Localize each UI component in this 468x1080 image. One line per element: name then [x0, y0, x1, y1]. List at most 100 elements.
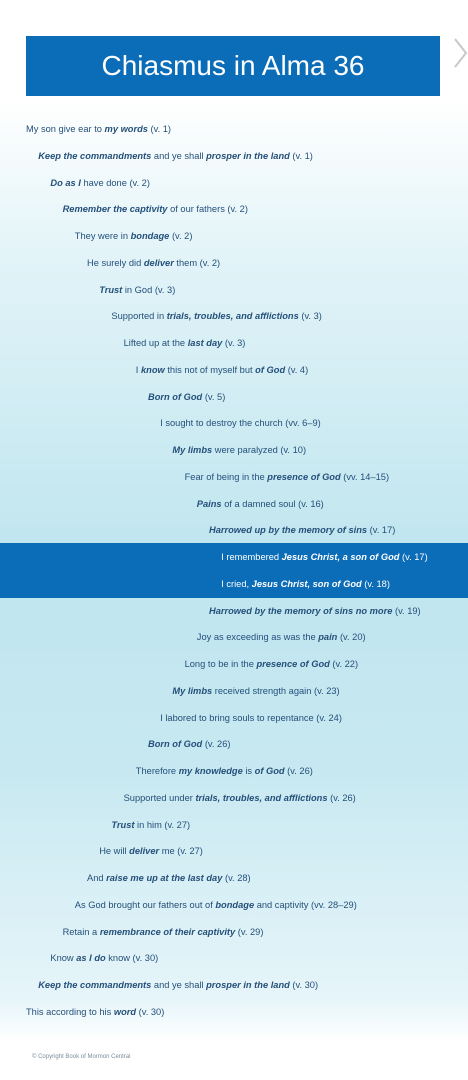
- text: I sought to destroy the church (vv. 6–9): [160, 418, 321, 429]
- text: in him (v. 27): [134, 819, 191, 830]
- text: (v. 30): [136, 1007, 165, 1017]
- chiasm-line: Remember the captivity of our fathers (v…: [63, 203, 248, 215]
- next-arrow[interactable]: [452, 36, 468, 70]
- emphasis: as I do: [76, 953, 106, 964]
- text: As God brought our fathers out of: [74, 899, 216, 910]
- text: I cried,: [221, 578, 252, 589]
- text: and captivity (vv. 28–29): [254, 899, 357, 910]
- emphasis: presence of God: [256, 659, 330, 670]
- emphasis: trials, troubles, and afflictions: [166, 311, 299, 322]
- text: (v. 20): [337, 632, 366, 643]
- chiasm-line: Keep the commandments and ye shall prosp…: [38, 979, 318, 991]
- emphasis: Do as I: [50, 177, 81, 188]
- text: Know: [50, 953, 77, 964]
- copyright: © Copyright Book of Mormon Central: [32, 1054, 131, 1060]
- text: (v. 5): [202, 391, 226, 402]
- text: were paralyzed (v. 10): [212, 445, 307, 456]
- emphasis: bondage: [130, 231, 170, 242]
- text: Therefore: [135, 766, 179, 777]
- text: (v. 2): [169, 231, 193, 242]
- emphasis: prosper in the land: [206, 980, 290, 991]
- chiasm-line: Retain a remembrance of their captivity …: [63, 926, 264, 938]
- chiasm-line: As God brought our fathers out of bondag…: [75, 899, 357, 911]
- emphasis: deliver: [129, 846, 160, 857]
- chiasm-line: Lifted up at the last day (v. 3): [124, 337, 246, 349]
- text: me (v. 27): [159, 846, 203, 857]
- text: of a damned soul (v. 16): [221, 498, 324, 509]
- title: Chiasmus in Alma 36: [26, 36, 440, 96]
- text: (v. 17): [367, 525, 396, 536]
- text: and ye shall: [151, 980, 207, 991]
- emphasis: Born of God: [148, 391, 203, 402]
- chiasm-line: Trust in God (v. 3): [99, 284, 175, 296]
- text: (vv. 14–15): [340, 471, 390, 482]
- emphasis: my knowledge: [178, 766, 243, 777]
- text: Lifted up at the: [123, 338, 188, 349]
- emphasis: Keep the commandments: [38, 980, 152, 991]
- chiasm-line: They were in bondage (v. 2): [75, 230, 193, 242]
- emphasis: remembrance of their captivity: [99, 926, 236, 937]
- emphasis: raise me up at the last day: [106, 873, 223, 884]
- text: (v. 4): [285, 364, 309, 375]
- text: (v. 26): [327, 792, 356, 803]
- text: (v. 1): [147, 124, 172, 134]
- text: this not of myself but: [164, 364, 256, 375]
- chiasm-line: Long to be in the presence of God (v. 22…: [185, 658, 358, 670]
- emphasis: deliver: [143, 257, 174, 268]
- chiasm-line: Supported under trials, troubles, and af…: [124, 792, 356, 804]
- chiasm-line: He surely did deliver them (v. 2): [87, 257, 220, 269]
- text: (v. 3): [298, 311, 322, 322]
- chiasm-line: Fear of being in the presence of God (vv…: [185, 471, 389, 483]
- chiasm-line: Harrowed up by the memory of sins (v. 17…: [209, 524, 395, 536]
- text: Supported in: [111, 311, 167, 322]
- text: of our fathers (v. 2): [167, 204, 248, 215]
- emphasis: Pains: [196, 498, 222, 509]
- text: (v. 17): [399, 552, 428, 563]
- text: Long to be in the: [184, 659, 257, 670]
- chiasm-line: Therefore my knowledge is of God (v. 26): [136, 765, 313, 777]
- center-highlight: [0, 543, 468, 598]
- chiasm-line: And raise me up at the last day (v. 28): [87, 872, 251, 884]
- text: He surely did: [87, 257, 144, 268]
- text: Supported under: [123, 792, 196, 803]
- chiasm-line: Supported in trials, troubles, and affli…: [111, 310, 321, 322]
- emphasis: Trust: [111, 819, 135, 830]
- text: Fear of being in the: [184, 471, 268, 482]
- chiasm-line: I know this not of myself but of God (v.…: [136, 364, 308, 376]
- emphasis: bondage: [215, 899, 255, 910]
- emphasis: Jesus Christ, a son of God: [281, 552, 400, 563]
- text: I labored to bring souls to repentance (…: [160, 712, 342, 723]
- text: received strength again (v. 23): [212, 685, 340, 696]
- text: know (v. 30): [105, 953, 159, 964]
- emphasis: word: [113, 1007, 137, 1017]
- text: My son give ear to: [26, 124, 105, 134]
- chiasm-line: Trust in him (v. 27): [111, 819, 190, 831]
- chiasm-line: My son give ear to my words (v. 1): [26, 123, 171, 135]
- text: (v. 19): [392, 605, 421, 616]
- emphasis: Trust: [99, 284, 123, 295]
- text: (v. 22): [329, 659, 359, 670]
- chiasm-line: My limbs were paralyzed (v. 10): [172, 444, 306, 456]
- emphasis: My limbs: [172, 685, 213, 696]
- emphasis: Jesus Christ, son of God: [251, 578, 362, 589]
- text: He will: [99, 846, 130, 857]
- emphasis: Keep the commandments: [38, 150, 152, 161]
- emphasis: Harrowed by the memory of sins no more: [209, 605, 393, 616]
- chiasm-line: I sought to destroy the church (vv. 6–9): [160, 417, 321, 429]
- emphasis: of God: [254, 766, 285, 777]
- emphasis: prosper in the land: [206, 150, 290, 161]
- text: in God (v. 3): [122, 284, 176, 295]
- text: (v. 29): [235, 926, 264, 937]
- emphasis: know: [140, 364, 165, 375]
- text: have done (v. 2): [80, 177, 150, 188]
- chiasm-line: Born of God (v. 26): [148, 738, 230, 750]
- text: and ye shall: [151, 150, 207, 161]
- chiasm-line: Do as I have done (v. 2): [50, 177, 150, 189]
- chiasm-line: Harrowed by the memory of sins no more (…: [209, 605, 421, 617]
- emphasis: Born of God: [148, 739, 203, 750]
- text: And: [87, 873, 107, 884]
- text: They were in: [74, 231, 131, 242]
- chiasm-line: Keep the commandments and ye shall prosp…: [38, 150, 313, 162]
- chiasm-line: Know as I do know (v. 30): [50, 952, 158, 964]
